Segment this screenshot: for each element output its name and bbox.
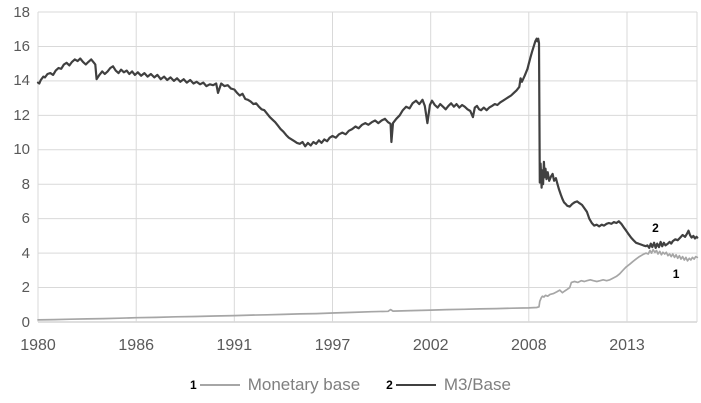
series-number-annotation: 2 [652, 221, 659, 236]
y-tick-label: 12 [13, 106, 30, 124]
x-tick-label: 1980 [20, 337, 56, 354]
x-tick-label: 2013 [609, 337, 645, 354]
legend-item-monetary-base: 1 Monetary base [190, 375, 360, 395]
series-number-annotation: 1 [672, 267, 680, 282]
x-tick-label: 1991 [216, 337, 253, 354]
legend-marker-number: 1 [190, 378, 197, 392]
y-tick-label: 2 [21, 279, 30, 297]
y-tick-label: 16 [13, 37, 30, 55]
series-line-m3-base [36, 37, 699, 249]
series-line-monetary-base [37, 248, 699, 321]
y-tick-label: 6 [21, 210, 30, 228]
legend-line-swatch [199, 384, 240, 386]
y-tick-label: 4 [21, 244, 30, 262]
y-tick-label: 0 [21, 313, 30, 331]
legend-line-swatch [395, 384, 436, 386]
legend-marker-number: 2 [386, 378, 393, 392]
x-tick-label: 1986 [118, 337, 154, 354]
x-tick-label: 1997 [314, 337, 351, 354]
y-tick-label: 14 [13, 72, 30, 90]
legend-label: M3/Base [443, 375, 511, 394]
y-tick-label: 18 [13, 3, 30, 21]
legend: 1 Monetary base 2 M3/Base [0, 375, 701, 395]
x-tick-label: 2008 [511, 337, 547, 354]
y-tick-label: 10 [13, 141, 30, 159]
x-tick-label: 2002 [412, 337, 449, 354]
legend-item-m3-base: 2 M3/Base [386, 375, 511, 395]
legend-label: Monetary base [247, 375, 361, 394]
y-tick-label: 8 [21, 175, 30, 193]
